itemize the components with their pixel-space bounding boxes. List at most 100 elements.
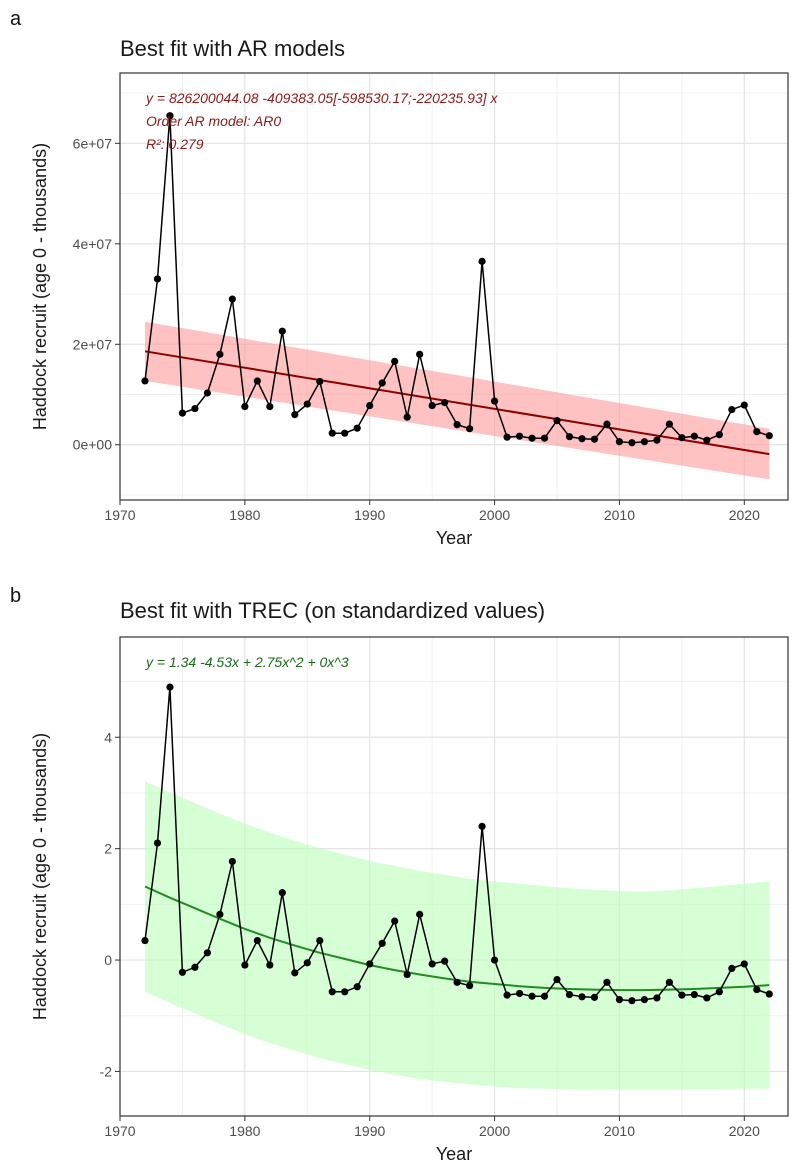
data-point	[253, 377, 261, 385]
x-tick-label: 2000	[479, 507, 510, 523]
y-tick-label: -2	[100, 1063, 113, 1079]
data-point	[603, 978, 611, 986]
x-tick-label: 2020	[729, 1123, 760, 1139]
x-tick-label: 1980	[229, 507, 260, 523]
data-point	[590, 435, 599, 443]
y-tick-label: 0e+00	[73, 437, 113, 453]
data-point	[665, 420, 673, 428]
data-point	[653, 994, 661, 1002]
data-point	[453, 421, 461, 429]
data-point	[453, 978, 461, 986]
data-point	[416, 910, 424, 918]
data-point	[540, 434, 549, 442]
data-point	[503, 433, 511, 441]
y-tick-label: 4e+07	[73, 236, 113, 252]
data-point	[403, 413, 411, 421]
x-axis-title: Year	[436, 528, 472, 548]
data-point	[640, 438, 649, 446]
data-point	[765, 990, 773, 998]
data-point	[478, 822, 486, 830]
data-point	[490, 397, 499, 405]
data-point	[191, 963, 199, 971]
data-point	[416, 350, 424, 358]
data-point	[316, 377, 324, 386]
data-point	[178, 968, 187, 976]
data-point	[203, 949, 212, 957]
data-point	[191, 404, 199, 413]
data-point	[478, 257, 486, 265]
panel-b-letter: b	[10, 585, 22, 607]
data-point	[178, 409, 187, 417]
fit-line	[144, 350, 770, 456]
data-points	[141, 683, 773, 1005]
x-tick-label: 1970	[104, 1123, 135, 1139]
data-point	[166, 112, 174, 120]
data-point	[528, 434, 536, 442]
data-point	[503, 991, 511, 999]
data-point	[241, 961, 249, 969]
x-tick-label: 2020	[729, 507, 760, 523]
data-point	[353, 983, 361, 991]
x-tick-label: 2000	[479, 1123, 510, 1139]
data-point	[216, 350, 224, 358]
data-point	[728, 405, 736, 414]
data-point	[728, 964, 736, 973]
y-axis-title: Haddock recruit (age 0 - thousands)	[30, 143, 50, 430]
data-point	[278, 327, 286, 335]
x-tick-label: 1980	[229, 1123, 260, 1139]
x-tick-label: 2010	[604, 507, 635, 523]
data-point	[690, 990, 698, 999]
data-point	[216, 910, 224, 918]
data-point	[740, 401, 748, 409]
data-point	[703, 994, 711, 1002]
x-tick-label: 1990	[354, 507, 385, 523]
data-point	[715, 431, 723, 439]
data-point	[141, 936, 149, 945]
data-point	[166, 683, 174, 691]
confidence-band	[145, 321, 770, 480]
data-point	[278, 889, 286, 897]
data-point	[391, 357, 399, 365]
data-point	[316, 936, 324, 945]
plot-border	[119, 636, 789, 1117]
data-point	[628, 997, 636, 1005]
data-point	[540, 992, 549, 1000]
plot-border	[119, 72, 789, 501]
data-point	[528, 992, 536, 1000]
data-point	[578, 993, 586, 1001]
data-point	[665, 978, 673, 986]
data-point	[366, 401, 374, 410]
data-point	[253, 936, 261, 945]
data-point	[703, 436, 711, 444]
y-tick-label: 6e+07	[73, 135, 113, 151]
annotation-1: y = 1.34 -4.53x + 2.75x^2 + 0x^3	[145, 654, 349, 670]
data-point	[228, 857, 236, 866]
data-point	[341, 429, 349, 437]
data-point	[590, 993, 599, 1001]
data-point	[153, 275, 162, 283]
chart-b: Best fit with TREC (on standardized valu…	[30, 598, 789, 1164]
y-tick-label: 2	[104, 841, 112, 857]
data-point	[378, 939, 386, 947]
data-points	[141, 112, 773, 447]
data-point	[153, 839, 162, 847]
data-point	[428, 401, 436, 410]
y-axis-title: Haddock recruit (age 0 - thousands)	[30, 733, 50, 1020]
data-point	[565, 433, 574, 441]
data-point	[353, 424, 361, 432]
y-tick-label: 4	[104, 729, 112, 745]
data-point	[266, 402, 274, 411]
data-point	[753, 428, 761, 436]
data-point	[715, 988, 723, 996]
data-point	[515, 989, 524, 998]
confidence-band	[145, 781, 770, 1090]
data-point	[328, 988, 336, 996]
y-tick-label: 2e+07	[73, 336, 113, 352]
chart-title: Best fit with TREC (on standardized valu…	[120, 598, 545, 623]
panel-a-letter: a	[10, 8, 22, 30]
data-point	[515, 432, 524, 440]
data-point	[403, 970, 411, 979]
annotation-3: R²: 0.279	[146, 136, 204, 152]
data-point	[303, 959, 311, 967]
x-tick-label: 1990	[354, 1123, 385, 1139]
